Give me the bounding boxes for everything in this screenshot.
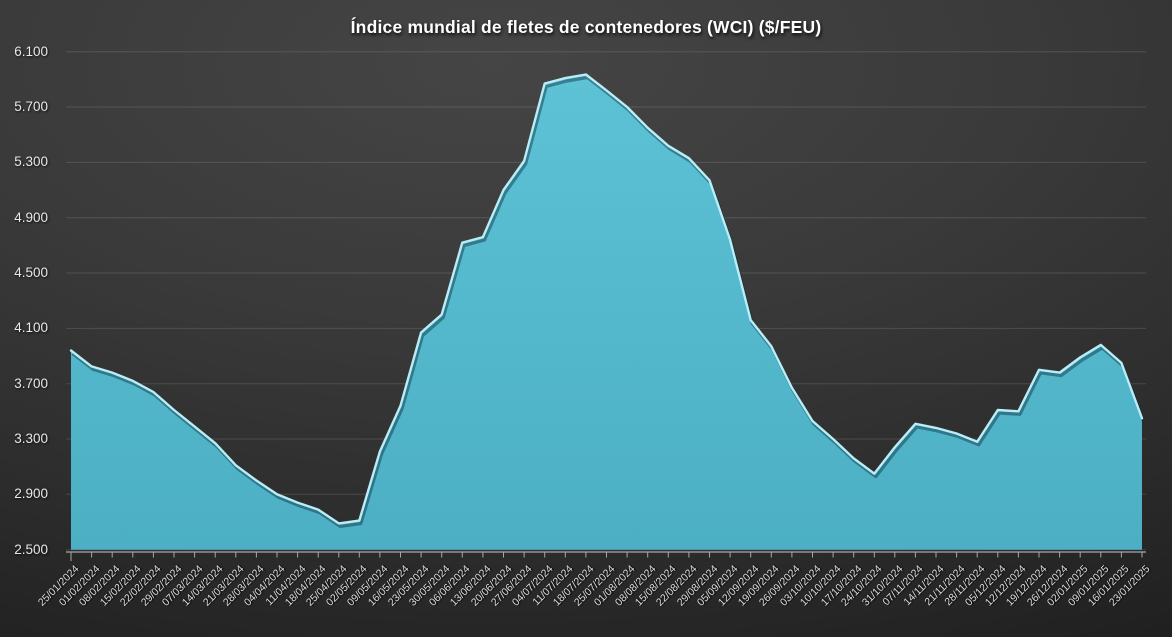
- y-axis-label: 4.100: [14, 320, 48, 336]
- y-axis-label: 5.700: [14, 99, 48, 114]
- series-edge-highlight: [69, 73, 1144, 525]
- y-axis-label: 2.900: [14, 486, 48, 502]
- chart-title: Índice mundial de fletes de contenedores…: [350, 17, 822, 37]
- y-axis-label: 3.300: [14, 431, 48, 446]
- y-axis-label: 5.300: [14, 154, 48, 170]
- y-axis-label: 3.700: [14, 375, 48, 391]
- y-axis-label: 6.100: [14, 43, 48, 59]
- series-group: [69, 73, 1145, 550]
- y-axis-label: 4.500: [14, 265, 48, 280]
- series-edge-shadow: [71, 75, 1145, 529]
- y-axis-label: 4.900: [14, 209, 48, 225]
- y-axis-label: 2.500: [14, 541, 48, 557]
- area-series: [71, 74, 1142, 550]
- x-axis-group: [66, 551, 1146, 561]
